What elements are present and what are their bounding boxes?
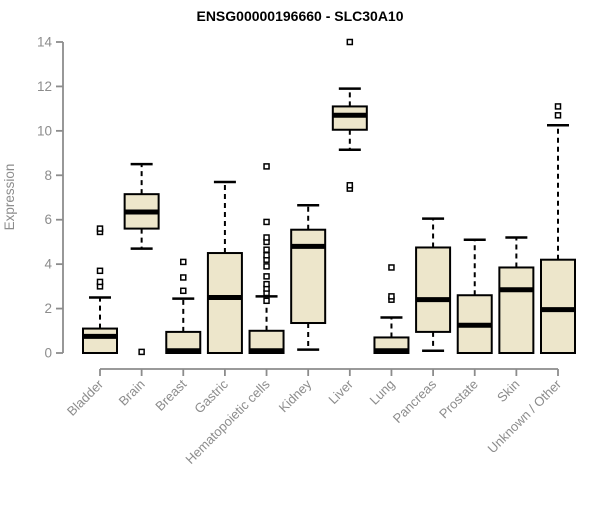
x-tick-label-lung: Lung — [367, 377, 398, 408]
outlier-point — [96, 225, 104, 232]
y-tick-label: 6 — [44, 212, 52, 227]
y-tick-label: 2 — [44, 301, 52, 316]
outlier-point — [180, 274, 187, 281]
chart-title: ENSG00000196660 - SLC30A10 — [196, 8, 403, 24]
outlier-point — [138, 348, 145, 356]
x-tick-label-pancreas: Pancreas — [390, 376, 440, 426]
outlier-point — [263, 273, 270, 280]
boxplot-group-lung — [373, 264, 410, 355]
y-tick-label: 0 — [44, 346, 52, 361]
outlier-point — [263, 280, 270, 288]
box-rect — [82, 327, 118, 355]
x-tick-label-brain: Brain — [116, 377, 148, 409]
box-rect — [331, 105, 368, 131]
outlier-point — [96, 267, 104, 275]
boxplot-group-gastric — [206, 180, 243, 355]
x-tick-label-skin: Skin — [494, 377, 522, 405]
outlier-point — [180, 258, 187, 266]
boxplot-group-unknown-other — [540, 103, 576, 355]
box-rect — [415, 246, 452, 333]
x-tick-label-unknown-other: Unknown / Other — [485, 376, 565, 456]
boxplot-group-hematopoietic-cells — [248, 163, 285, 354]
outlier-point — [263, 163, 270, 170]
y-tick-label: 8 — [44, 168, 52, 183]
outlier-point — [554, 103, 562, 110]
outlier-point — [263, 234, 270, 241]
x-tick-label-liver: Liver — [325, 376, 356, 407]
outlier-point — [263, 218, 270, 226]
y-tick-label: 14 — [37, 35, 53, 50]
outlier-point — [96, 278, 104, 286]
x-tick-label-breast: Breast — [152, 376, 189, 413]
box-rect — [206, 252, 243, 355]
x-tick-label-gastric: Gastric — [191, 376, 231, 416]
outlier-point — [263, 252, 270, 259]
boxplot-group-breast — [165, 258, 202, 354]
outlier-point — [554, 112, 562, 119]
x-tick-label-bladder: Bladder — [64, 376, 107, 419]
outlier-point — [346, 182, 354, 189]
boxplot-group-prostate — [456, 238, 493, 354]
outlier-point — [263, 297, 270, 305]
y-tick-label: 4 — [44, 257, 52, 272]
outlier-point — [388, 293, 395, 300]
boxplot-group-pancreas — [415, 217, 452, 353]
y-axis-title: Expression — [2, 164, 17, 231]
outlier-point — [346, 38, 354, 46]
x-tick-label-prostate: Prostate — [436, 377, 481, 422]
x-tick-label-kidney: Kidney — [276, 376, 315, 415]
boxplot-group-liver — [331, 38, 368, 192]
box-rect — [290, 228, 327, 325]
box-rect — [540, 258, 576, 355]
y-tick-label: 10 — [37, 123, 52, 138]
boxplot-group-brain — [123, 162, 160, 356]
outlier-point — [180, 287, 187, 295]
boxplot-group-skin — [498, 236, 535, 355]
outlier-point — [263, 263, 270, 270]
box-rect — [498, 266, 535, 355]
outlier-point — [388, 264, 395, 271]
outlier-point — [263, 246, 270, 253]
boxplot-group-bladder — [82, 225, 118, 355]
y-tick-label: 12 — [37, 79, 52, 94]
boxplot-group-kidney — [290, 204, 327, 351]
